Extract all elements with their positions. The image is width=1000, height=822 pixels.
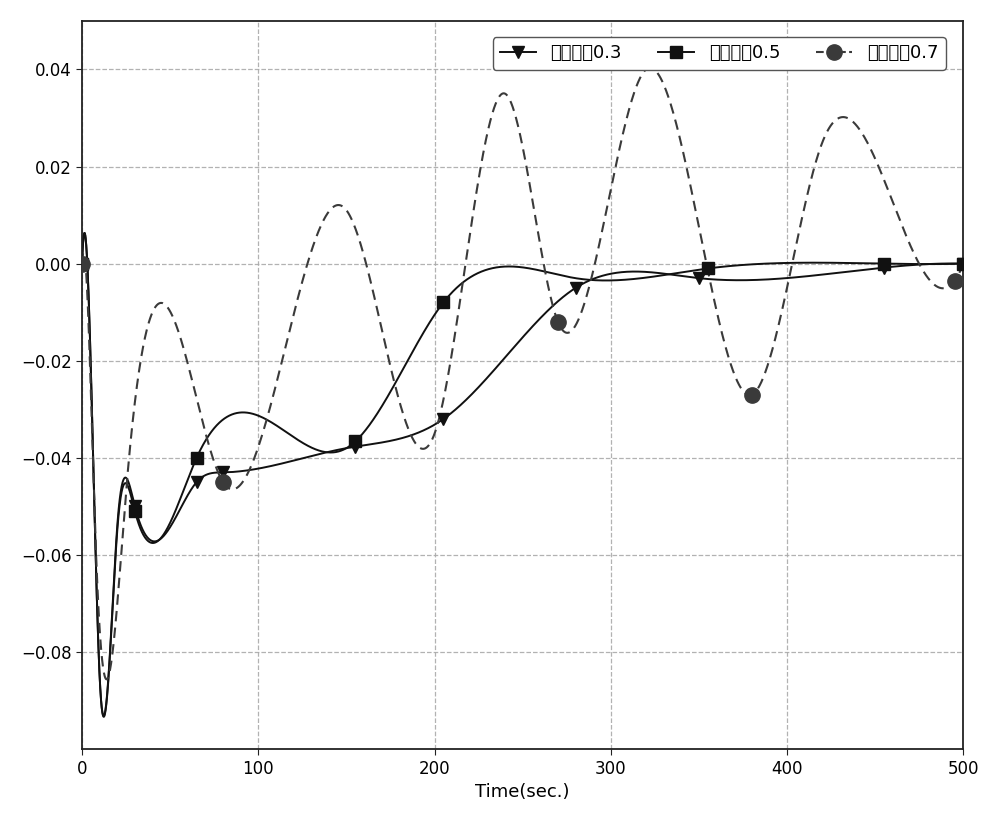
X-axis label: Time(sec.): Time(sec.)	[475, 783, 570, 801]
Legend: 滤波因倅0.3, 滤波因倅0.5, 滤波因倅0.7: 滤波因倅0.3, 滤波因倅0.5, 滤波因倅0.7	[493, 37, 946, 70]
